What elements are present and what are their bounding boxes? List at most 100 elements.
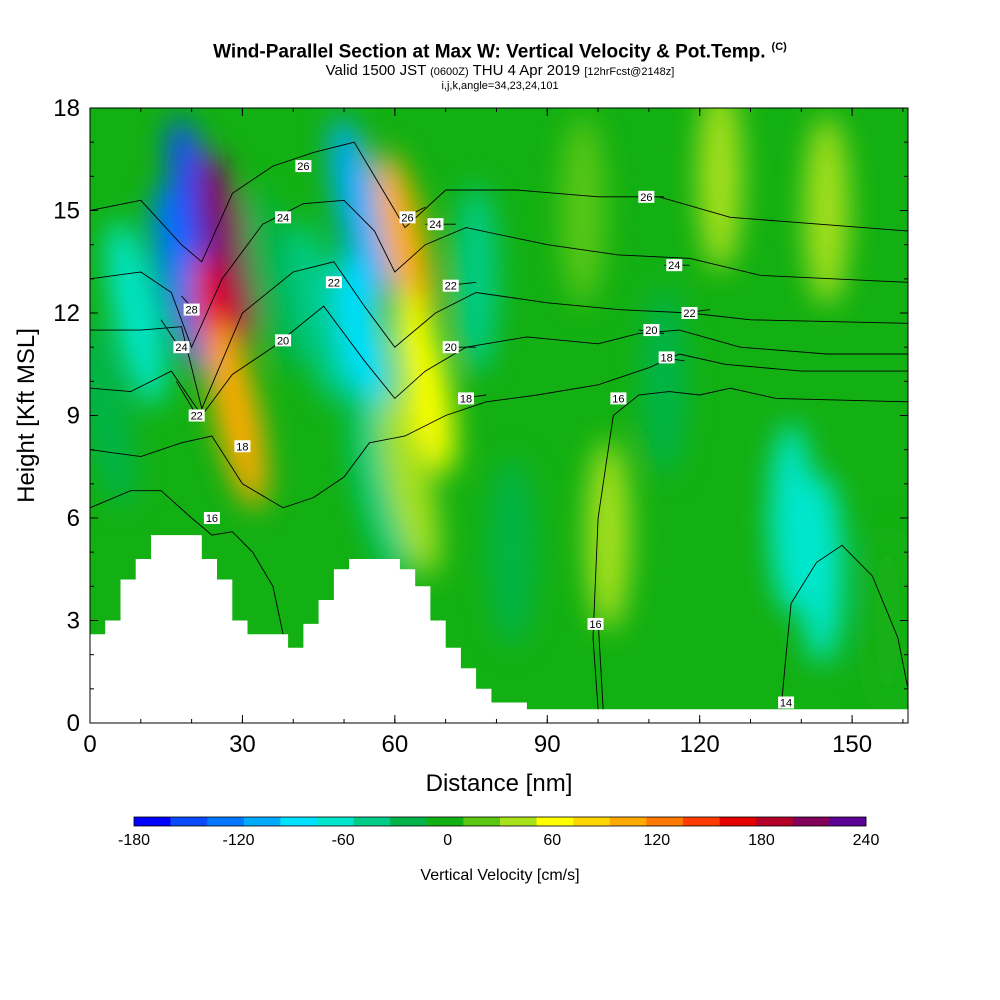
w-cell bbox=[106, 219, 165, 407]
w-cell bbox=[454, 183, 499, 374]
colorbar-swatch bbox=[829, 817, 867, 826]
forecast-info: [12hrFcst@2148z] bbox=[584, 66, 675, 79]
theta-label-bg bbox=[295, 160, 312, 173]
colorbar-tick-label: 180 bbox=[748, 832, 775, 849]
terrain bbox=[90, 535, 908, 723]
colorbar-swatch bbox=[646, 817, 684, 826]
theta-label-bg bbox=[610, 392, 627, 405]
theta-contour-label: 20 bbox=[645, 325, 657, 337]
chart-subtitle: Valid 1500 JST (0600Z) THU 4 Apr 2019 [1… bbox=[0, 63, 1000, 80]
y-axis-title: Height [Kft MSL] bbox=[13, 328, 40, 503]
colorbar-swatch bbox=[719, 817, 757, 826]
w-cell bbox=[396, 288, 455, 475]
w-cell bbox=[642, 286, 687, 477]
x-axis-title: Distance [nm] bbox=[426, 770, 573, 797]
theta-contour-label: 24 bbox=[175, 342, 187, 354]
w-cell bbox=[350, 390, 409, 577]
w-cell bbox=[560, 115, 605, 306]
theta-label-bg bbox=[666, 259, 683, 272]
w-cell bbox=[243, 185, 303, 372]
theta-label-bg bbox=[188, 409, 205, 422]
w-cell bbox=[375, 151, 435, 338]
theta-contour-label: 16 bbox=[612, 393, 624, 405]
colorbar-title: Vertical Velocity [cm/s] bbox=[420, 867, 579, 884]
theta-contour-line bbox=[90, 199, 908, 349]
chart-title-block: Wind-Parallel Section at Max W: Vertical… bbox=[0, 36, 1000, 92]
theta-contour-label: 18 bbox=[661, 352, 673, 364]
colorbar-swatch bbox=[134, 817, 171, 826]
w-cell bbox=[698, 108, 743, 272]
colorbar: -180 -120 -60 0 60 120 180 240 Vertical Velocity… bbox=[118, 816, 880, 884]
theta-contour-line bbox=[90, 261, 908, 411]
w-cell bbox=[799, 474, 844, 665]
theta-label-bg bbox=[658, 351, 675, 364]
colorbar-tick-label: -180 bbox=[118, 832, 150, 849]
x-tick-label: 120 bbox=[680, 731, 720, 758]
chart-title-text: Wind-Parallel Section at Max W: Vertical… bbox=[213, 41, 766, 63]
w-cell bbox=[289, 219, 348, 407]
colorbar-swatch bbox=[170, 817, 208, 826]
w-cell bbox=[865, 525, 908, 716]
theta-contour-line bbox=[597, 620, 604, 710]
colorbar-swatch bbox=[390, 817, 428, 826]
y-tick-label: 3 bbox=[67, 608, 80, 635]
valid-date: THU 4 Apr 2019 bbox=[472, 62, 581, 80]
x-tick-label: 90 bbox=[534, 731, 561, 758]
theta-contour-line bbox=[90, 490, 284, 635]
theta-label-bg bbox=[457, 392, 474, 405]
theta-contour-label: 26 bbox=[401, 212, 413, 224]
x-tick-label: 0 bbox=[83, 731, 96, 758]
theta-label-bg bbox=[399, 211, 416, 224]
theta-contour-label: 20 bbox=[277, 335, 289, 347]
theta-contour-label: 28 bbox=[185, 305, 197, 317]
theta-contour-label: 24 bbox=[429, 219, 441, 231]
theta-contour-label: 24 bbox=[668, 260, 680, 272]
y-tick-label: 18 bbox=[53, 95, 80, 122]
w-cell bbox=[489, 457, 534, 648]
theta-label-bg bbox=[275, 211, 292, 224]
plot-clip-group: 14 16 16 16 18 18 20 22 22 22 20 20 18 22 24 24 24 24 26 26… bbox=[90, 108, 908, 723]
theta-contour-line bbox=[90, 305, 908, 417]
colorbar-swatch bbox=[573, 817, 611, 826]
theta-contour-label: 22 bbox=[191, 411, 203, 423]
colorbar-tick-label: 60 bbox=[543, 832, 561, 849]
w-cell bbox=[90, 322, 135, 509]
theta-contour-label: 18 bbox=[236, 441, 248, 453]
grid-indices: i,j,k,angle=34,23,24,101 bbox=[441, 80, 559, 93]
theta-label-bg bbox=[587, 617, 604, 630]
colorbar-tick-label: -120 bbox=[223, 832, 255, 849]
colorbar-swatch bbox=[280, 817, 318, 826]
copyright-mark: (C) bbox=[771, 41, 787, 53]
theta-contour-label: 20 bbox=[445, 342, 457, 354]
y-tick-label: 0 bbox=[67, 710, 80, 737]
w-cell bbox=[208, 322, 267, 509]
colorbar-tick-label: 240 bbox=[853, 832, 880, 849]
w-cell bbox=[804, 115, 849, 306]
theta-contour-label: 16 bbox=[589, 619, 601, 631]
theta-label-bg bbox=[203, 512, 220, 524]
w-field bbox=[90, 108, 908, 716]
w-cell bbox=[586, 440, 631, 631]
valid-time: Valid 1500 JST bbox=[325, 62, 426, 80]
x-tick-label: 60 bbox=[381, 731, 408, 758]
theta-label-bg bbox=[173, 341, 190, 354]
colorbar-swatch bbox=[683, 817, 720, 826]
x-tick-label: 30 bbox=[229, 731, 256, 758]
colorbar-swatch bbox=[792, 817, 830, 826]
theta-contour-label: 14 bbox=[780, 698, 792, 710]
colorbar-swatch bbox=[500, 817, 537, 826]
theta-label-bg bbox=[442, 279, 459, 292]
theta-contour-label: 22 bbox=[445, 281, 457, 293]
theta-label-bg bbox=[643, 324, 660, 337]
w-cell bbox=[330, 117, 389, 304]
theta-contour-label: 22 bbox=[683, 308, 695, 320]
colorbar-swatch bbox=[536, 817, 574, 826]
colorbar-swatch bbox=[243, 817, 281, 826]
colorbar-swatch bbox=[317, 817, 354, 826]
theta-label-bg bbox=[638, 190, 655, 203]
theta-label-bg bbox=[275, 334, 292, 347]
colorbar-swatch bbox=[756, 817, 794, 826]
theta-label-bg bbox=[778, 696, 795, 709]
colorbar-tick-label: 0 bbox=[443, 832, 452, 849]
theta-label-bg bbox=[234, 440, 251, 453]
